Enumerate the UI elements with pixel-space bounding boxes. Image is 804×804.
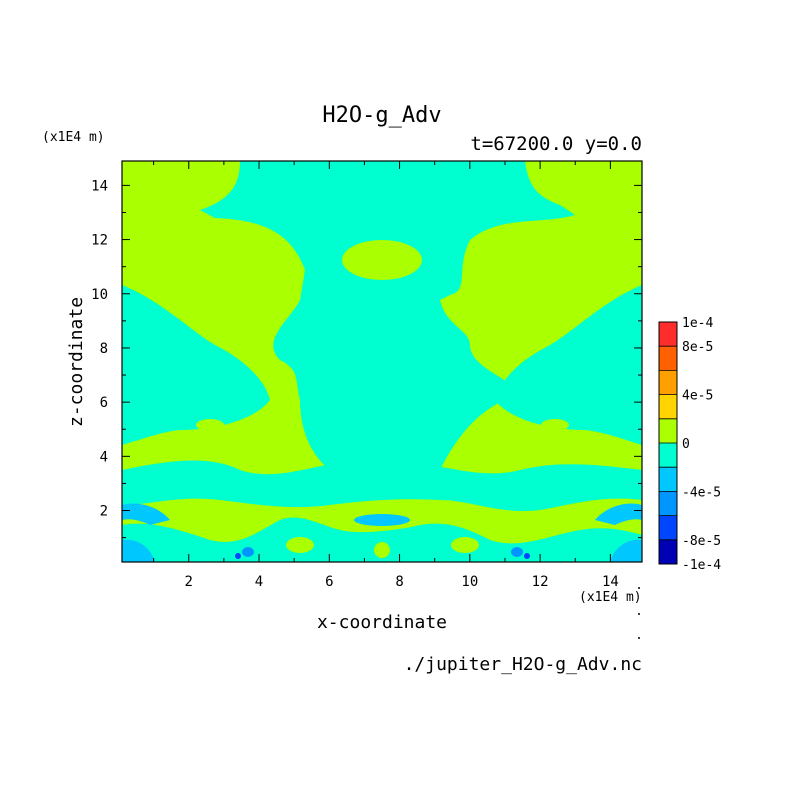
colorbar-label: -1e-4 [682, 558, 721, 573]
field-positive-island [342, 240, 422, 280]
y-axis-label: z-coordinate [66, 297, 87, 427]
y-tick-label: 14 [91, 178, 108, 194]
colorbar-segment [659, 370, 677, 395]
field-negative-extreme [524, 553, 530, 559]
field-positive-island [541, 419, 569, 431]
y-tick-label: 4 [100, 449, 108, 465]
colorbar: 1e-4 8e-5 4e-5 0 -4e-5 -8e-5 -1e-4 [658, 316, 721, 573]
colorbar-label: 1e-4 [682, 316, 713, 331]
plot-frame [121, 160, 643, 563]
field-negative-medium [122, 503, 170, 525]
field-negative-medium [610, 539, 642, 562]
colorbar-label: -8e-5 [682, 534, 721, 549]
x-tick-label: 12 [532, 574, 549, 590]
x-unit-label: (x1E4 m) [579, 590, 642, 605]
y-unit-label: (x1E4 m) [42, 130, 105, 145]
x-axis-label: x-coordinate [317, 612, 447, 633]
colorbar-segment [659, 418, 677, 443]
y-axis: 2 4 6 8 10 12 14 [91, 178, 642, 539]
colorbar-segment [659, 539, 677, 564]
field-negative-medium [354, 514, 410, 526]
colorbar-segment [659, 491, 677, 516]
colorbar-segment [659, 515, 677, 540]
x-tick-label: 8 [395, 574, 403, 590]
field-positive-island [196, 419, 224, 431]
colorbar-segment [659, 322, 677, 347]
y-tick-label: 2 [100, 504, 108, 520]
field-positive-island [374, 542, 390, 558]
field-negative-medium [595, 503, 642, 525]
y-tick-label: 6 [100, 395, 108, 411]
field-negative-top [200, 161, 575, 470]
chart-subtitle: t=67200.0 y=0.0 [470, 133, 642, 155]
marker-dot [638, 613, 640, 615]
colorbar-segment [659, 394, 677, 419]
marker-dot [638, 637, 640, 639]
x-tick-label: 2 [185, 574, 193, 590]
y-tick-label: 8 [100, 341, 108, 357]
field-negative-extreme [235, 553, 241, 559]
field-positive-island [286, 537, 314, 553]
colorbar-label: 8e-5 [682, 340, 713, 355]
source-file-label: ./jupiter_H2O-g_Adv.nc [404, 654, 642, 675]
colorbar-segment [659, 346, 677, 371]
field-negative-left-band [122, 285, 270, 445]
field-negative-medium [122, 539, 155, 562]
y-tick-label: 10 [91, 287, 108, 303]
colorbar-label: 0 [682, 437, 690, 452]
marker-dot [638, 587, 640, 589]
contour-field [122, 161, 642, 562]
colorbar-label: 4e-5 [682, 389, 713, 404]
field-negative-lower [122, 459, 642, 512]
y-tick-label: 12 [91, 233, 108, 249]
x-tick-label: 4 [255, 574, 263, 590]
field-negative-large [511, 547, 523, 557]
x-tick-label: 10 [461, 574, 478, 590]
x-tick-label: 6 [325, 574, 333, 590]
chart-title: H2O-g_Adv [322, 103, 441, 128]
field-negative-large [242, 547, 254, 557]
x-tick-label: 14 [602, 574, 619, 590]
field-negative-right-band [495, 285, 642, 445]
field-positive-island [451, 537, 479, 553]
colorbar-segment [659, 443, 677, 468]
colorbar-segment [659, 467, 677, 492]
x-axis: 2 4 6 8 10 12 14 [153, 161, 619, 590]
colorbar-label: -4e-5 [682, 485, 721, 500]
